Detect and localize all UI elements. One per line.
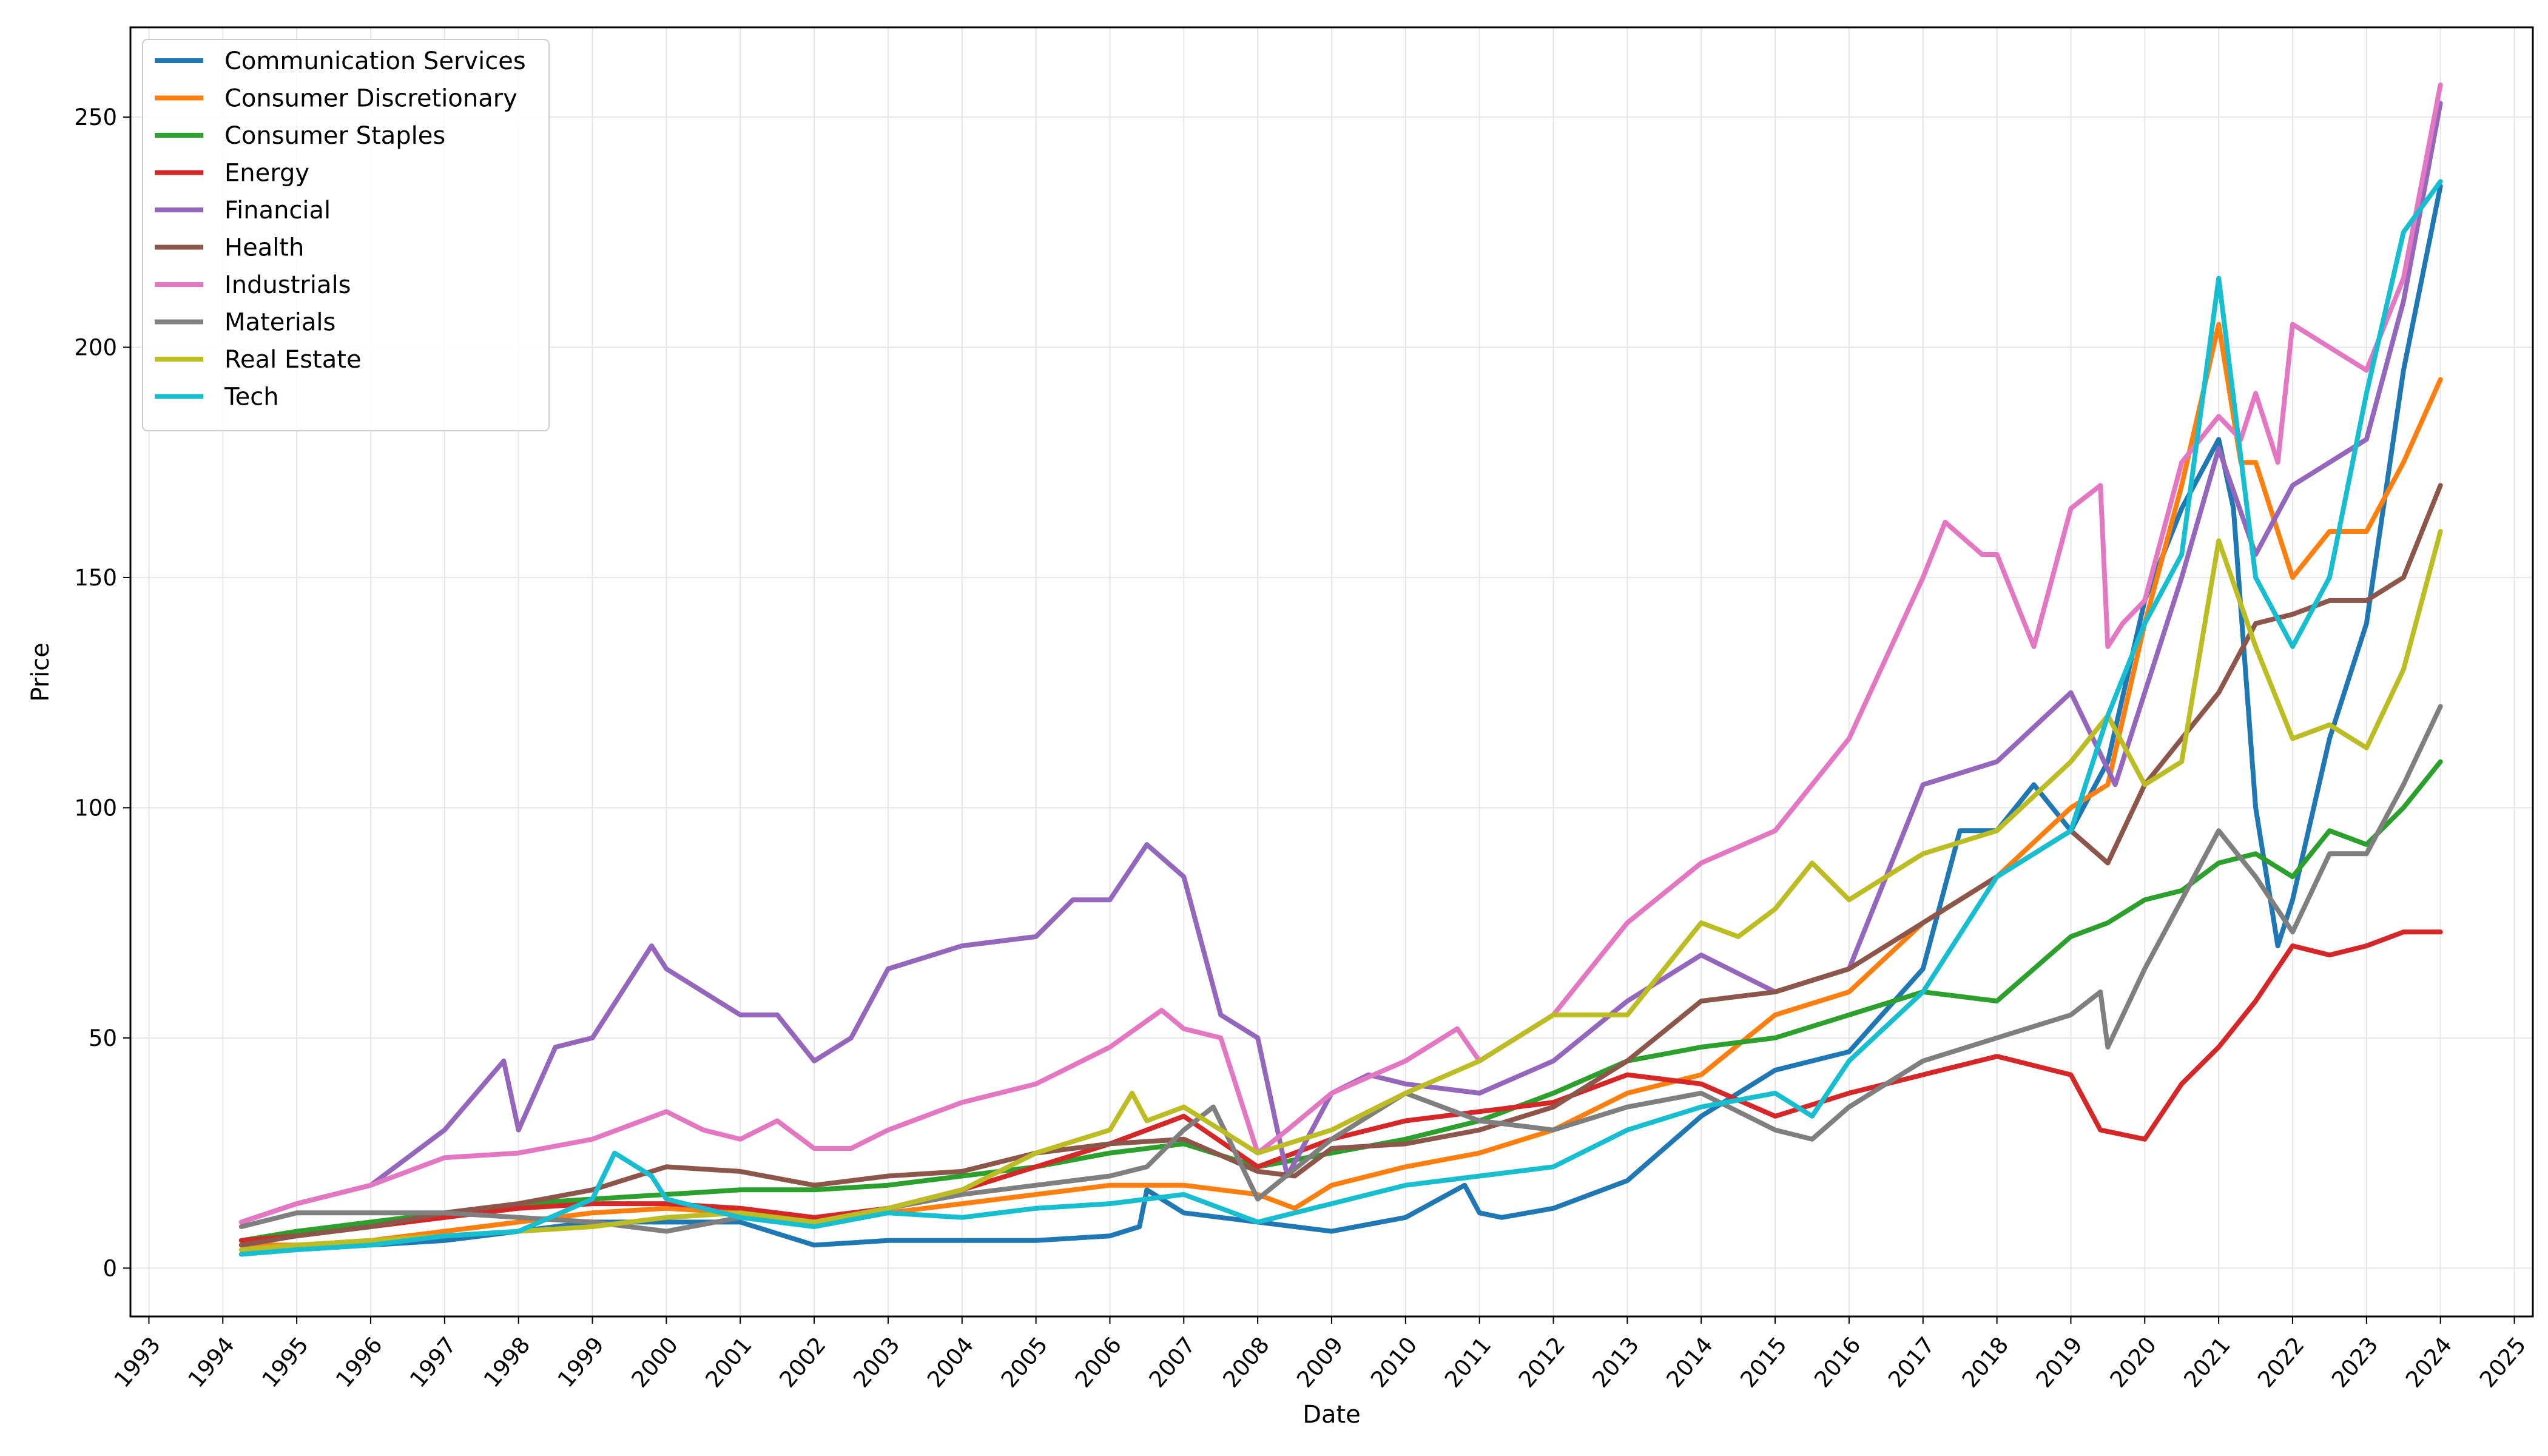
- y-tick-label: 200: [74, 334, 117, 360]
- legend-label-energy: Energy: [224, 160, 309, 187]
- legend-label-financial: Financial: [224, 197, 331, 224]
- x-tick-label: 2000: [627, 1332, 683, 1393]
- x-tick-label: 2024: [2401, 1332, 2457, 1393]
- legend-box: [142, 39, 550, 431]
- x-axis-title: Date: [1303, 1401, 1361, 1429]
- series-line-financial: [238, 101, 2443, 1225]
- x-tick-label: 2005: [996, 1332, 1053, 1393]
- x-tick-label: 2014: [1661, 1332, 1717, 1393]
- x-tick-label: 2010: [1366, 1332, 1422, 1393]
- y-axis: 0 50 100 150 200 250: [74, 104, 130, 1281]
- legend: Communication Services Consumer Discretio…: [142, 39, 550, 431]
- x-tick-label: 2009: [1292, 1332, 1348, 1393]
- x-tick-label: 2006: [1070, 1332, 1127, 1393]
- x-tick-label: 2025: [2475, 1332, 2531, 1393]
- series-line-health: [238, 483, 2443, 1248]
- series-line-consumer-staples: [238, 759, 2443, 1243]
- x-tick-label: 2012: [1514, 1332, 1570, 1393]
- series-line-industrials: [238, 82, 2443, 1225]
- series-line-energy: [238, 929, 2443, 1243]
- legend-label-tech: Tech: [224, 383, 279, 411]
- series-line-communication-services: [238, 183, 2443, 1248]
- legend-label-real-estate: Real Estate: [224, 346, 362, 374]
- x-tick-label: 2021: [2179, 1332, 2235, 1393]
- x-tick-label: 2017: [1883, 1332, 1940, 1393]
- series-lines: [238, 82, 2443, 1257]
- x-tick-label: 2013: [1588, 1332, 1644, 1393]
- x-tick-label: 2022: [2253, 1332, 2309, 1393]
- x-tick-label: 2007: [1144, 1332, 1201, 1393]
- x-tick-label: 2019: [2031, 1332, 2088, 1393]
- x-tick-label: 2023: [2327, 1332, 2383, 1393]
- x-tick-label: 2015: [1735, 1332, 1791, 1393]
- legend-label-materials: Materials: [224, 309, 335, 337]
- x-tick-label: 1996: [331, 1332, 387, 1393]
- x-tick-label: 1994: [183, 1332, 240, 1393]
- x-tick-label: 1997: [405, 1332, 461, 1393]
- x-tick-label: 2008: [1218, 1332, 1274, 1393]
- series-line-consumer-discretionary: [238, 322, 2443, 1248]
- legend-label-consumer-discretionary: Consumer Discretionary: [224, 85, 517, 113]
- y-tick-label: 100: [74, 795, 117, 821]
- x-tick-label: 1998: [479, 1332, 535, 1393]
- series-line-tech: [238, 179, 2443, 1257]
- x-tick-label: 2011: [1440, 1332, 1496, 1393]
- x-tick-label: 1999: [553, 1332, 609, 1393]
- x-tick-label: 1993: [109, 1332, 166, 1393]
- series-line-materials: [238, 704, 2443, 1234]
- y-axis-title: Price: [27, 642, 55, 702]
- legend-label-communication-services: Communication Services: [224, 47, 526, 75]
- x-tick-label: 1995: [257, 1332, 313, 1393]
- y-tick-label: 50: [89, 1025, 117, 1051]
- x-tick-label: 2018: [1957, 1332, 2014, 1393]
- y-tick-label: 250: [74, 104, 117, 130]
- x-tick-label: 2002: [774, 1332, 831, 1393]
- x-tick-label: 2003: [848, 1332, 905, 1393]
- x-tick-label: 2020: [2105, 1332, 2162, 1393]
- x-tick-label: 2004: [922, 1332, 979, 1393]
- x-tick-label: 2001: [700, 1332, 757, 1393]
- series-line-real-estate: [238, 529, 2443, 1252]
- y-tick-label: 150: [74, 565, 117, 591]
- x-tick-label: 2016: [1809, 1332, 1866, 1393]
- legend-label-consumer-staples: Consumer Staples: [224, 122, 445, 150]
- legend-label-health: Health: [224, 234, 304, 262]
- legend-label-industrials: Industrials: [224, 271, 351, 299]
- x-axis: 1993 1994 1995 1996 1997 1998 1999 2000 2001 2002…: [109, 1316, 2531, 1393]
- y-tick-label: 0: [103, 1255, 117, 1281]
